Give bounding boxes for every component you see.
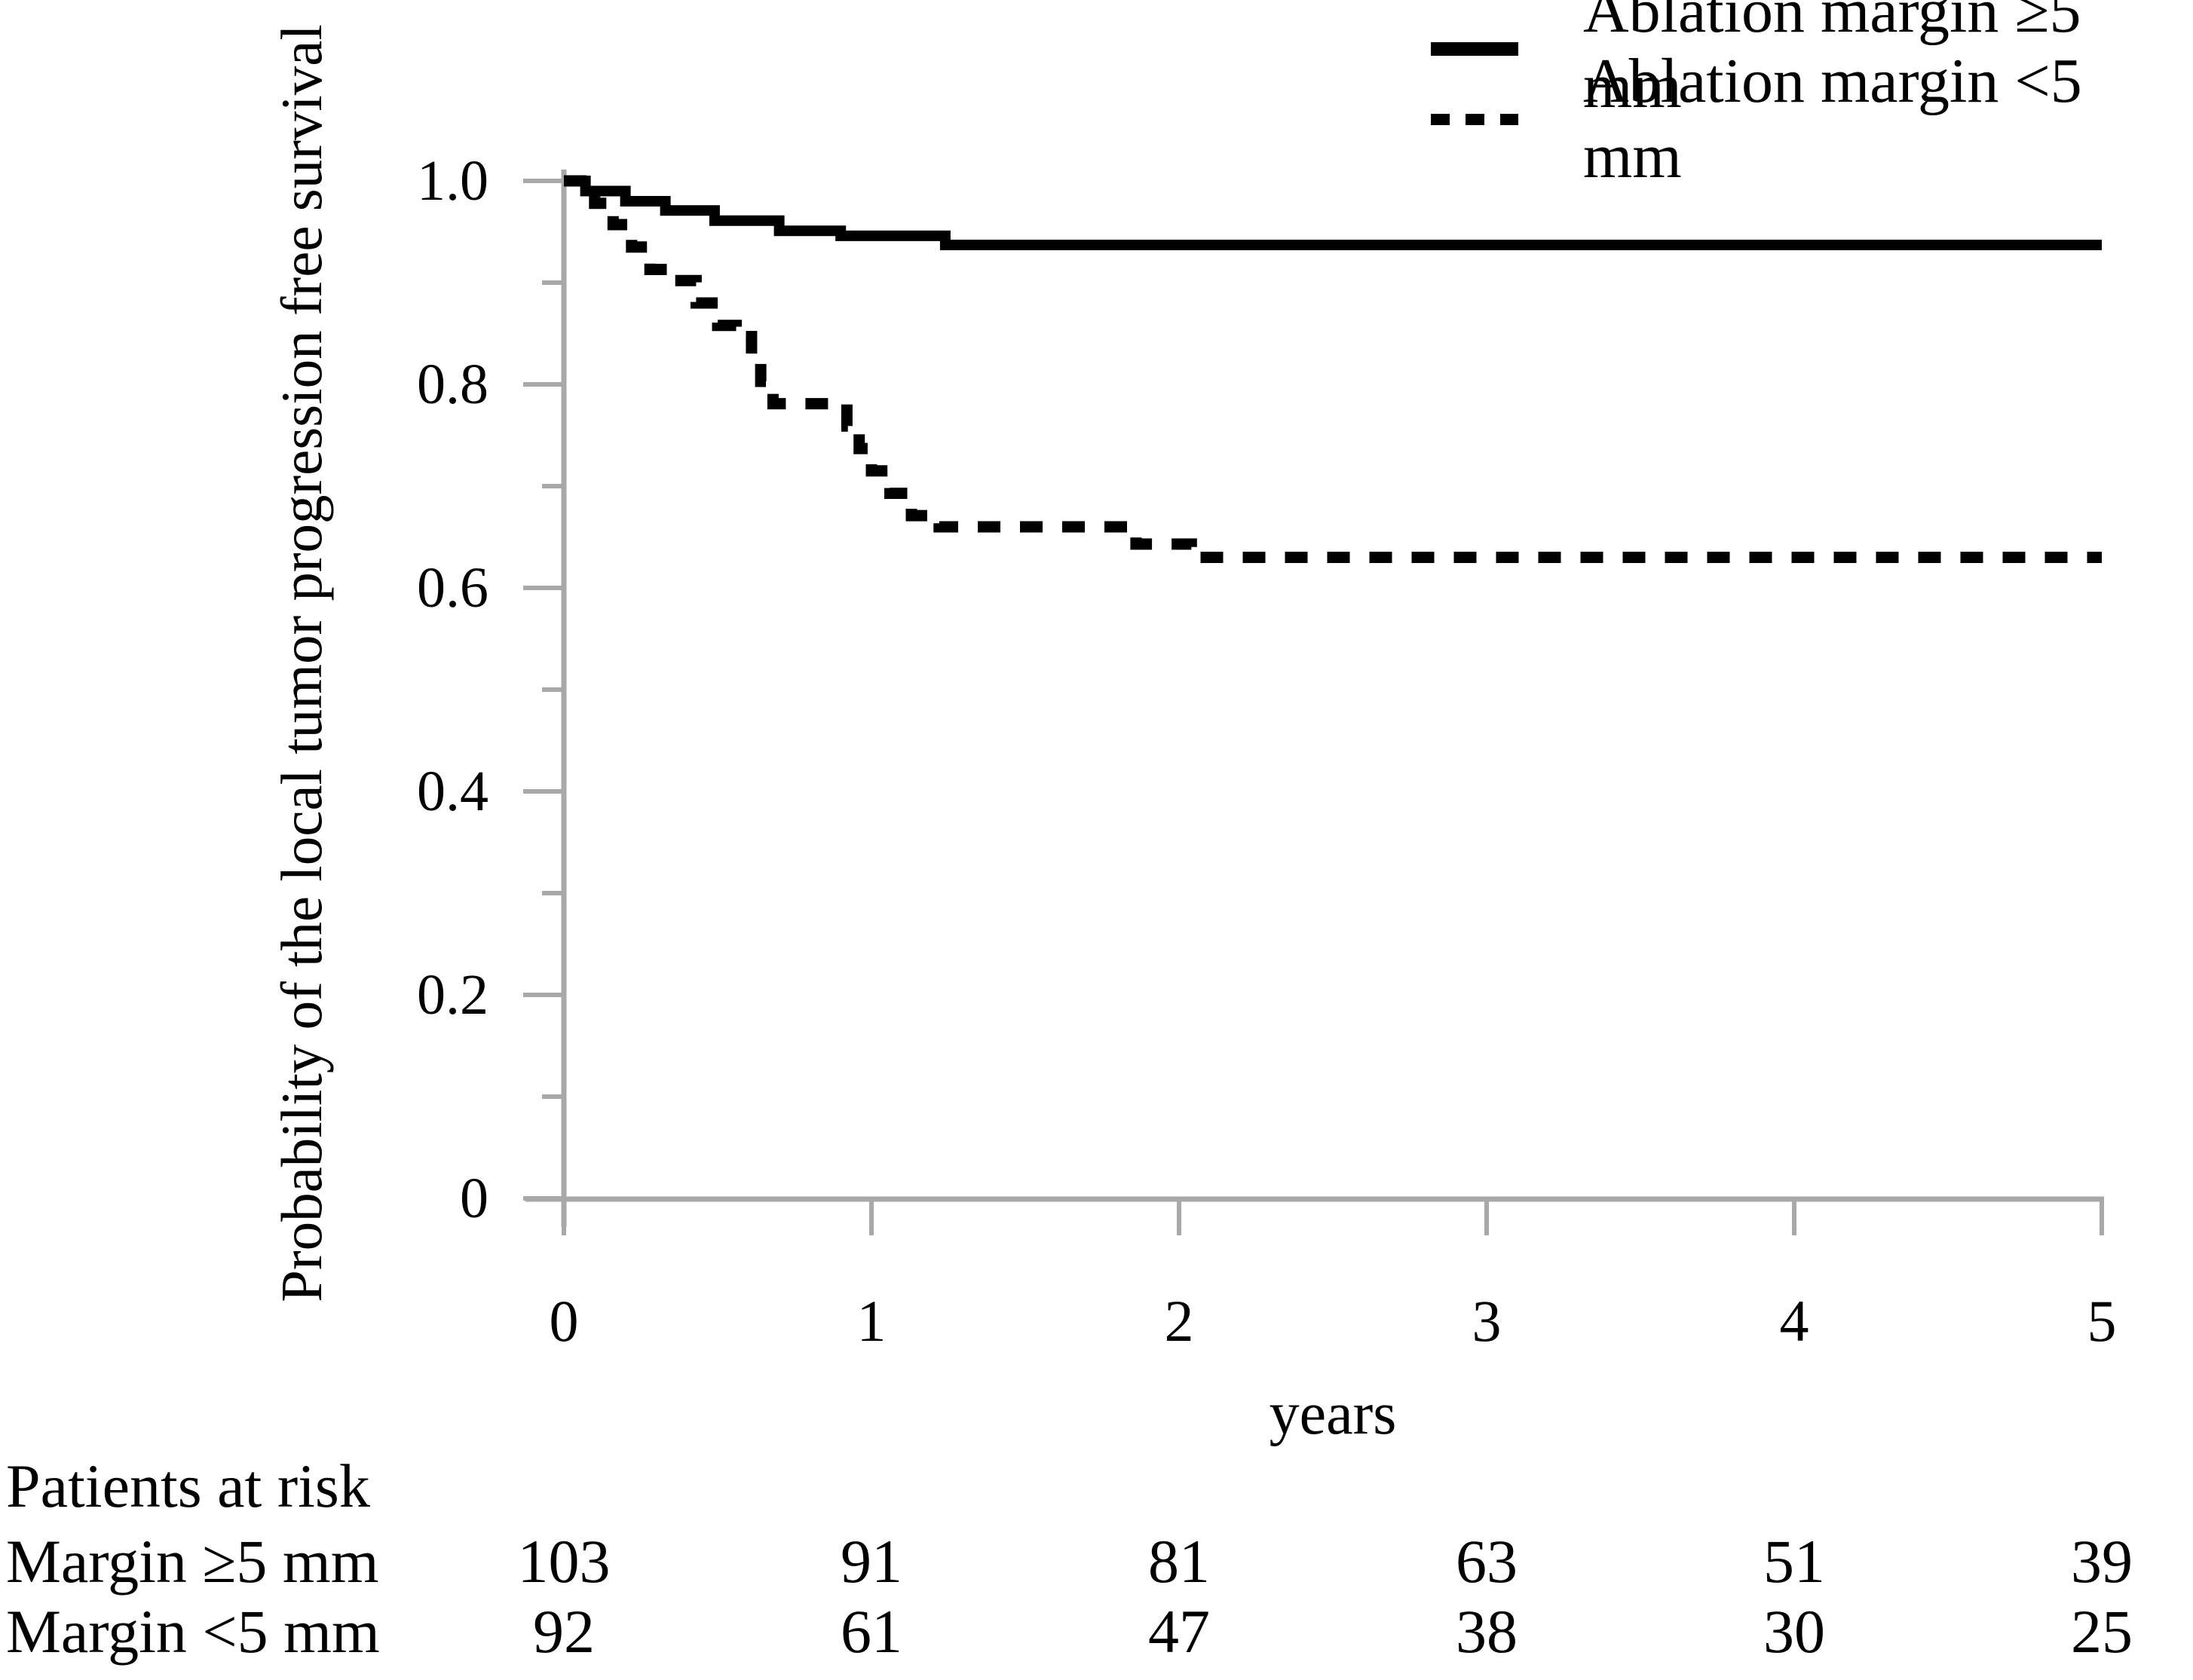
y-tick-label: 0.6 [417,556,489,620]
risk-count: 81 [1148,1527,1210,1596]
x-tick-label: 2 [1164,1288,1194,1354]
legend-item-dashed: Ablation margin <5 mm [1431,46,2193,191]
risk-count: 38 [1456,1597,1518,1666]
risk-count: 92 [533,1597,595,1666]
risk-count: 47 [1148,1597,1210,1666]
km-curve-solid [564,176,2102,250]
x-tick-label: 4 [1779,1288,1809,1354]
dashed-line-swatch-icon [1431,113,1518,125]
x-tick-label: 1 [856,1288,887,1354]
risk-row-label: Margin <5 mm [6,1597,380,1666]
y-tick-label: 0 [460,1167,489,1230]
y-tick-label: 0.8 [417,353,489,416]
risk-count: 91 [841,1527,902,1596]
solid-line-swatch-icon [1431,42,1518,56]
risk-count: 61 [841,1597,902,1666]
risk-count: 51 [1763,1527,1825,1596]
risk-row-label: Margin ≥5 mm [6,1527,379,1596]
risk-table-title: Patients at risk [6,1452,370,1520]
risk-count: 63 [1456,1527,1518,1596]
risk-count: 25 [2071,1597,2133,1666]
legend-item-solid: Ablation margin ≥5 mm [1431,0,2193,121]
y-tick-label: 1.0 [417,149,489,213]
x-axis-title: years [1269,1381,1397,1447]
risk-count: 103 [517,1527,611,1596]
x-tick-label: 0 [549,1288,579,1354]
x-tick-label: 3 [1472,1288,1502,1354]
y-tick-label: 0.2 [417,963,489,1027]
risk-count: 30 [1763,1597,1825,1666]
risk-count: 39 [2071,1527,2133,1596]
km-curve-dashed [564,175,2102,563]
x-tick-label: 5 [2087,1288,2117,1354]
y-tick-label: 0.4 [417,760,489,823]
legend-label: Ablation margin <5 mm [1583,46,2082,191]
legend-label: Ablation margin ≥5 mm [1583,0,2081,121]
